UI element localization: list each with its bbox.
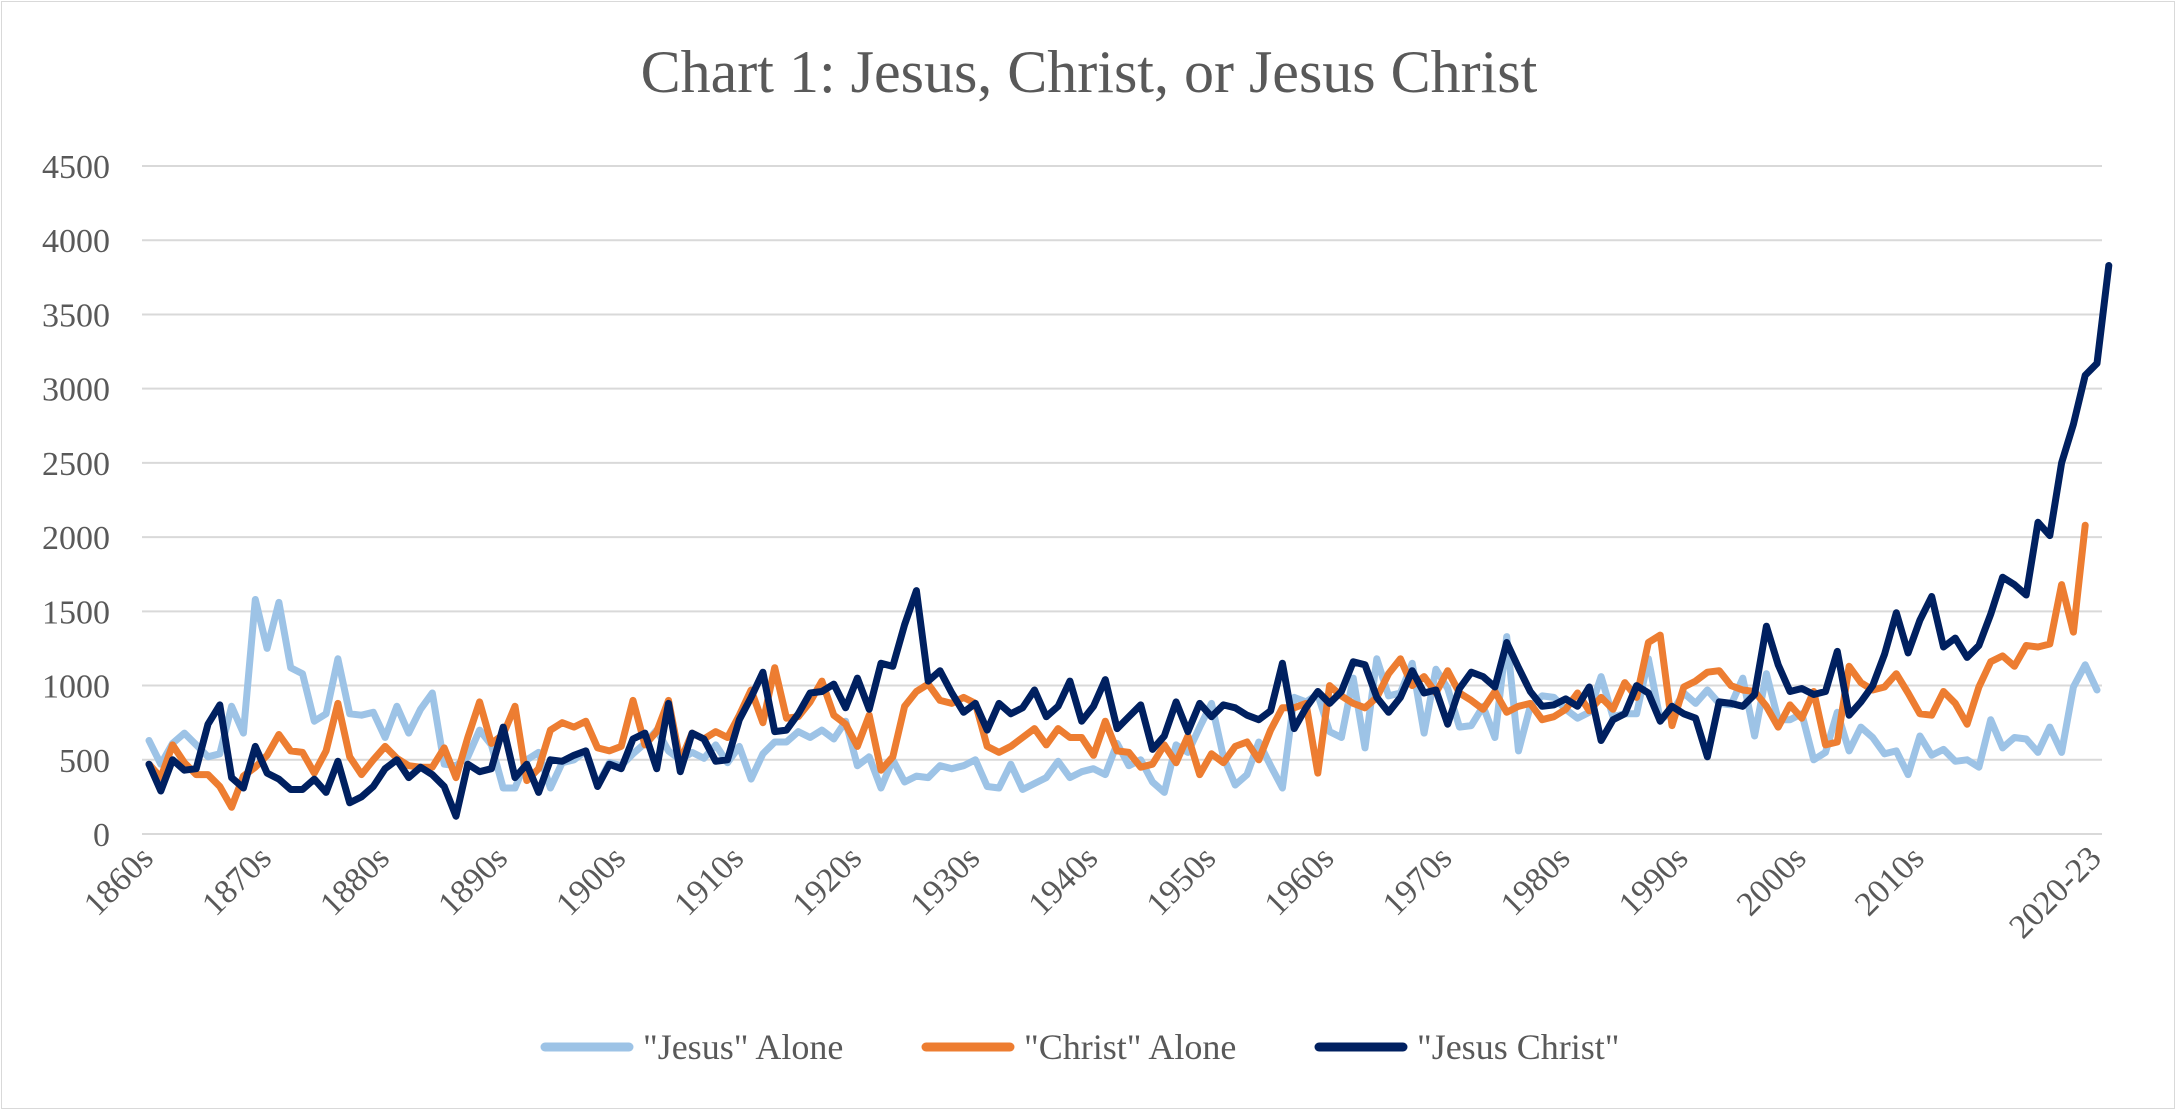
- y-tick-label: 2000: [42, 520, 110, 557]
- x-tick-label: 1870s: [195, 839, 279, 923]
- legend-label-0: "Jesus" Alone: [643, 1027, 843, 1067]
- y-axis-ticks: 0 500 1000 1500 2000 2500 3000 3500 4000 4500: [42, 149, 110, 854]
- x-tick-label: 2000s: [1730, 839, 1814, 923]
- x-tick-label: 1900s: [549, 839, 633, 923]
- y-tick-label: 1500: [42, 594, 110, 631]
- series-line-0: [145, 596, 2101, 796]
- y-tick-label: 2500: [42, 446, 110, 483]
- x-tick-label: 1960s: [1258, 839, 1342, 923]
- x-tick-label: 1950s: [1140, 839, 1224, 923]
- legend: "Jesus" Alone "Christ" Alone "Jesus Christ…: [540, 1027, 1619, 1067]
- x-tick-label: 1890s: [431, 839, 515, 923]
- x-tick-label: 1940s: [1022, 839, 1106, 923]
- x-tick-label: 1990s: [1612, 839, 1696, 923]
- legend-label-1: "Christ" Alone: [1024, 1027, 1236, 1067]
- y-tick-label: 1000: [42, 669, 110, 706]
- x-tick-label: 1910s: [667, 839, 751, 923]
- chart-title: Chart 1: Jesus, Christ, or Jesus Christ: [641, 39, 1538, 105]
- x-tick-label: 1880s: [313, 839, 397, 923]
- x-tick-label: 1920s: [785, 839, 869, 923]
- y-tick-label: 0: [93, 817, 110, 854]
- series-line-1: [145, 521, 2089, 811]
- x-axis-ticks: 1860s 1870s 1880s 1890s 1900s 1910s 1920s 1930s…: [77, 839, 2109, 945]
- x-tick-label: 1980s: [1494, 839, 1578, 923]
- x-tick-label: 2010s: [1848, 839, 1932, 923]
- y-tick-label: 500: [59, 743, 110, 780]
- x-tick-label: 2020-23: [2002, 839, 2108, 945]
- y-tick-label: 4000: [42, 223, 110, 260]
- series-lines: [145, 262, 2113, 820]
- y-tick-label: 3500: [42, 297, 110, 334]
- x-tick-label: 1930s: [903, 839, 987, 923]
- y-tick-label: 3000: [42, 372, 110, 409]
- series-line-2: [145, 262, 2113, 820]
- x-tick-label: 1970s: [1376, 839, 1460, 923]
- y-tick-label: 4500: [42, 149, 110, 186]
- legend-label-2: "Jesus Christ": [1417, 1027, 1619, 1067]
- x-tick-label: 1860s: [77, 839, 161, 923]
